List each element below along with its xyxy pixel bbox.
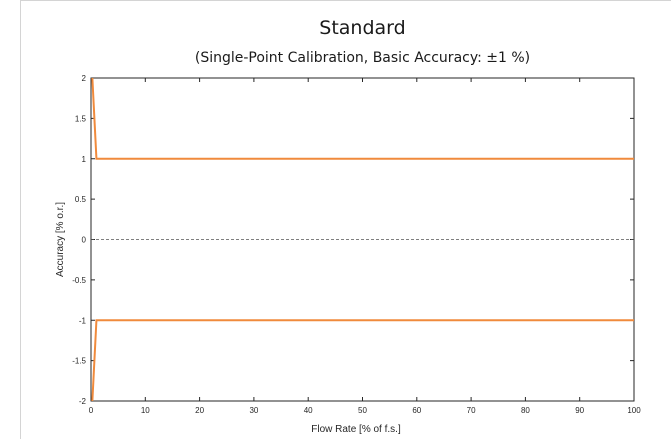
x-tick-label: 100 [627,406,641,415]
y-tick-label: -0.5 [72,276,86,285]
x-tick-label: 40 [304,406,313,415]
y-tick-label: -1 [79,316,87,325]
x-tick-label: 50 [358,406,367,415]
chart-subtitle: (Single-Point Calibration, Basic Accurac… [194,50,531,66]
y-tick-label: 2 [82,74,87,83]
x-tick-label: 10 [141,406,150,415]
x-tick-label: 20 [195,406,204,415]
y-tick-label: -2 [79,397,87,406]
series-group [91,77,634,402]
x-tick-label: 90 [575,406,584,415]
y-tick-label: 0.5 [75,195,87,204]
tick-labels: 0 10 20 30 40 50 60 70 80 90 100 2 1.5 1 0.5 0 -0.5 -1 -1.… [72,74,641,415]
x-tick-label: 80 [521,406,530,415]
y-tick-label: -1.5 [72,357,86,366]
x-tick-label: 0 [89,406,94,415]
y-tick-label: 1 [82,155,87,164]
upper-limit-line [91,77,634,160]
x-tick-label: 30 [249,406,258,415]
chart-title: Standard [319,17,406,39]
x-tick-label: 60 [412,406,421,415]
y-tick-label: 0 [82,236,87,245]
y-tick-label: 1.5 [75,114,87,123]
lower-limit-line [91,319,634,402]
y-axis-label: Accuracy [% o.r.] [55,202,66,277]
x-tick-label: 70 [467,406,476,415]
x-axis-label: Flow Rate [% of f.s.] [311,424,401,435]
